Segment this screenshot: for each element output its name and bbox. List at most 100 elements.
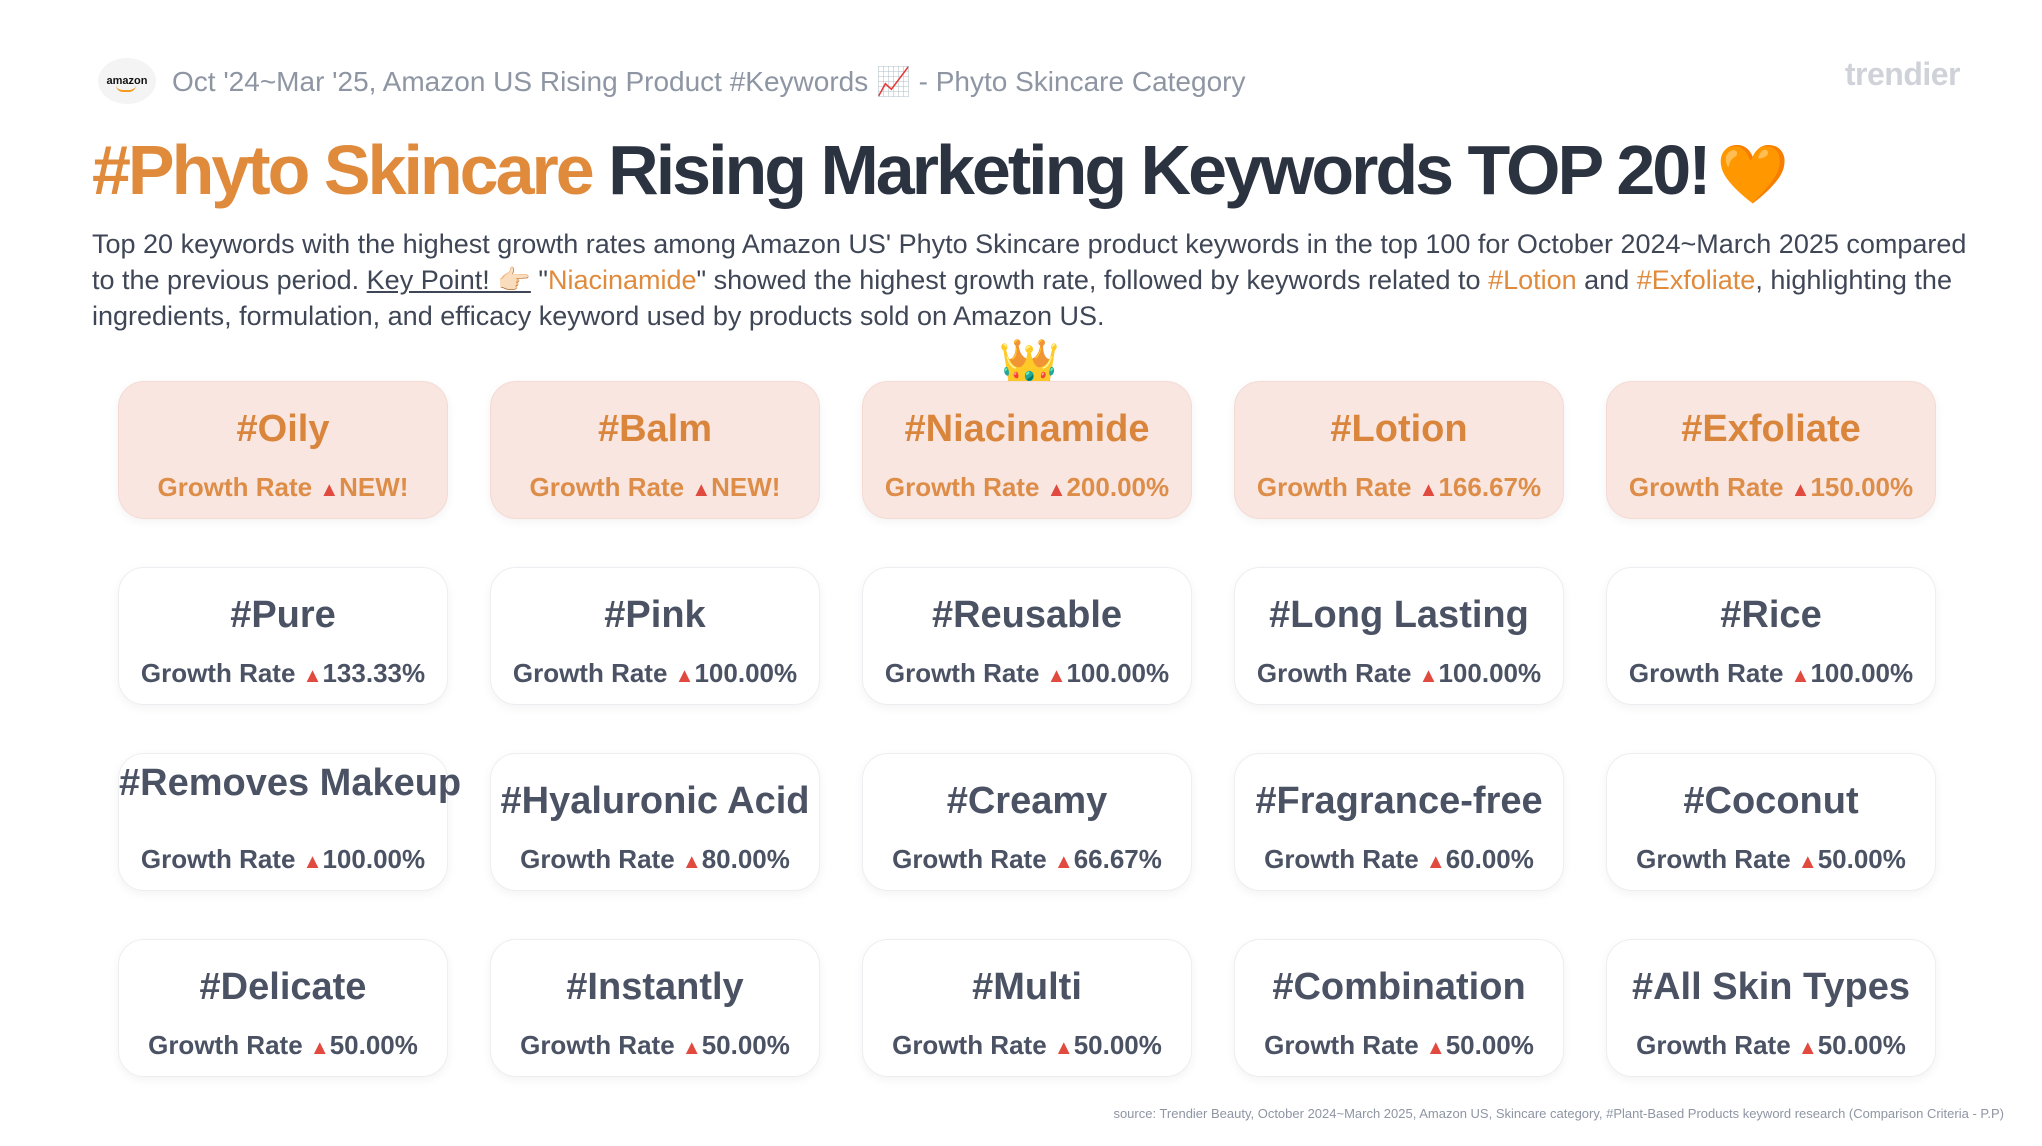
keyword-name: #Pink	[604, 594, 706, 636]
keyword-card: #Fragrance-free Growth Rate ▲60.00%	[1234, 753, 1564, 891]
growth-rate-value: 66.67%	[1073, 844, 1162, 874]
up-arrow-icon: ▲	[1797, 851, 1818, 873]
up-arrow-icon: ▲	[1418, 665, 1439, 687]
desc-part: " showed the highest growth rate, follow…	[696, 265, 1489, 295]
growth-rate-value: 50.00%	[1817, 1030, 1906, 1060]
keyword-name: #Instantly	[566, 966, 744, 1008]
growth-rate-value: 50.00%	[329, 1030, 418, 1060]
keyword-card: #Niacinamide Growth Rate ▲200.00%	[862, 381, 1192, 519]
page-title: #Phyto Skincare Rising Marketing Keyword…	[92, 130, 1789, 210]
up-arrow-icon: ▲	[1790, 665, 1811, 687]
up-arrow-icon: ▲	[1046, 479, 1067, 501]
source-note: source: Trendier Beauty, October 2024~Ma…	[1113, 1106, 2004, 1121]
growth-rate-value: 50.00%	[701, 1030, 790, 1060]
growth-rate-value: 60.00%	[1445, 844, 1534, 874]
growth-rate: Growth Rate ▲NEW!	[119, 472, 447, 503]
up-arrow-icon: ▲	[1418, 479, 1439, 501]
growth-rate: Growth Rate ▲50.00%	[1607, 844, 1935, 875]
keyword-card: #Combination Growth Rate ▲50.00%	[1234, 939, 1564, 1077]
keyword-card: #Exfoliate Growth Rate ▲150.00%	[1606, 381, 1936, 519]
keyword-name: #Delicate	[199, 966, 367, 1008]
keyword-name: #Reusable	[931, 594, 1123, 636]
up-arrow-icon: ▲	[674, 665, 695, 687]
keyword-name: #Combination	[1272, 966, 1526, 1008]
growth-rate-value: 100.00%	[1066, 658, 1170, 688]
growth-rate-label: Growth Rate	[892, 1030, 1047, 1060]
growth-rate: Growth Rate ▲166.67%	[1235, 472, 1563, 503]
desc-part: "	[530, 265, 548, 295]
growth-rate-label: Growth Rate	[884, 472, 1040, 502]
keyword-name: #All Skin Types	[1631, 966, 1911, 1008]
growth-rate-value: 100.00%	[322, 844, 426, 874]
growth-rate: Growth Rate ▲50.00%	[863, 1030, 1191, 1061]
keyword-name: #Pure	[230, 594, 336, 636]
growth-rate-label: Growth Rate	[1636, 1030, 1791, 1060]
up-arrow-icon: ▲	[681, 851, 702, 873]
growth-rate-label: Growth Rate	[1256, 472, 1412, 502]
keyword-name: #Fragrance-free	[1255, 780, 1543, 822]
growth-rate-label: Growth Rate	[140, 844, 296, 874]
up-arrow-icon: ▲	[681, 1037, 702, 1059]
keyword-card: #Coconut Growth Rate ▲50.00%	[1606, 753, 1936, 891]
keyword-name: #Niacinamide	[904, 408, 1150, 450]
keyword-name: #Coconut	[1683, 780, 1859, 822]
growth-rate: Growth Rate ▲200.00%	[863, 472, 1191, 503]
up-arrow-icon: ▲	[1046, 665, 1067, 687]
keyword-card: #Balm Growth Rate ▲NEW!	[490, 381, 820, 519]
amazon-logo: amazon	[98, 58, 156, 104]
growth-rate-label: Growth Rate	[520, 1030, 675, 1060]
keyword-name: #Multi	[972, 966, 1082, 1008]
header: amazon Oct '24~Mar '25, Amazon US Rising…	[98, 58, 1245, 104]
growth-rate-label: Growth Rate	[148, 1030, 303, 1060]
growth-rate: Growth Rate ▲100.00%	[119, 844, 447, 875]
growth-rate: Growth Rate ▲100.00%	[1607, 658, 1935, 689]
growth-rate-label: Growth Rate	[1628, 658, 1784, 688]
growth-rate-value: 133.33%	[322, 658, 426, 688]
growth-rate-label: Growth Rate	[1636, 844, 1791, 874]
growth-rate-label: Growth Rate	[1264, 1030, 1419, 1060]
growth-rate: Growth Rate ▲150.00%	[1607, 472, 1935, 503]
growth-rate: Growth Rate ▲66.67%	[863, 844, 1191, 875]
keyword-name: #Lotion	[1330, 408, 1468, 450]
growth-rate: Growth Rate ▲60.00%	[1235, 844, 1563, 875]
up-arrow-icon: ▲	[691, 479, 712, 501]
up-arrow-icon: ▲	[1053, 851, 1074, 873]
growth-rate-label: Growth Rate	[529, 472, 685, 502]
growth-rate: Growth Rate ▲NEW!	[491, 472, 819, 503]
growth-rate-label: Growth Rate	[157, 472, 313, 502]
growth-rate-label: Growth Rate	[1256, 658, 1412, 688]
growth-rate-label: Growth Rate	[884, 658, 1040, 688]
growth-rate: Growth Rate ▲133.33%	[119, 658, 447, 689]
keyword-card: #Delicate Growth Rate ▲50.00%	[118, 939, 448, 1077]
growth-rate-label: Growth Rate	[512, 658, 668, 688]
growth-rate-label: Growth Rate	[1264, 844, 1419, 874]
keyword-card: #Hyaluronic Acid Growth Rate ▲80.00%	[490, 753, 820, 891]
header-subtitle: Oct '24~Mar '25, Amazon US Rising Produc…	[172, 65, 1246, 97]
up-arrow-icon: ▲	[1790, 479, 1811, 501]
heart-icon: 🧡	[1716, 142, 1789, 207]
keyword-card: #Instantly Growth Rate ▲50.00%	[490, 939, 820, 1077]
up-arrow-icon: ▲	[1425, 1037, 1446, 1059]
up-arrow-icon: ▲	[319, 479, 340, 501]
growth-rate-label: Growth Rate	[140, 658, 296, 688]
growth-rate: Growth Rate ▲80.00%	[491, 844, 819, 875]
growth-rate-value: 100.00%	[694, 658, 798, 688]
growth-rate-value: 150.00%	[1810, 472, 1914, 502]
growth-rate: Growth Rate ▲100.00%	[1235, 658, 1563, 689]
keyword-card: #Reusable Growth Rate ▲100.00%	[862, 567, 1192, 705]
keyword-name: #Balm	[597, 408, 713, 450]
desc-highlight-niacinamide: Niacinamide	[547, 265, 697, 295]
growth-rate-label: Growth Rate	[892, 844, 1047, 874]
keyword-card: #Lotion Growth Rate ▲166.67%	[1234, 381, 1564, 519]
amazon-smile-icon	[116, 85, 136, 92]
amazon-logo-text: amazon	[106, 75, 148, 87]
growth-rate: Growth Rate ▲50.00%	[1235, 1030, 1563, 1061]
growth-rate-value: NEW!	[711, 472, 781, 502]
keyword-card: #Rice Growth Rate ▲100.00%	[1606, 567, 1936, 705]
growth-rate: Growth Rate ▲50.00%	[1607, 1030, 1935, 1061]
keyword-card: #All Skin Types Growth Rate ▲50.00%	[1606, 939, 1936, 1077]
desc-highlight-lotion: #Lotion	[1488, 265, 1577, 295]
keyword-name: #Creamy	[946, 780, 1108, 822]
keyword-card: #Creamy Growth Rate ▲66.67%	[862, 753, 1192, 891]
growth-rate: Growth Rate ▲50.00%	[119, 1030, 447, 1061]
